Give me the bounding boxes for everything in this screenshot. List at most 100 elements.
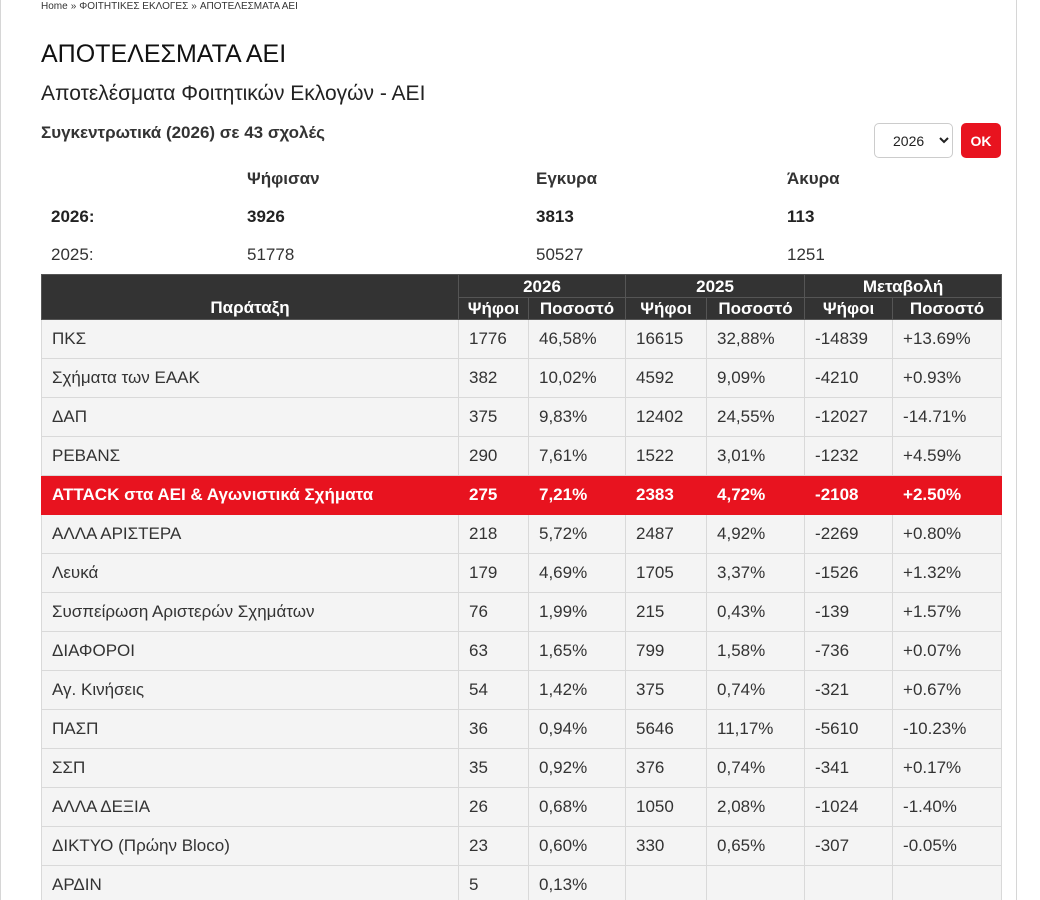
- votes-2026: 26: [458, 787, 529, 827]
- summary-header-empty: [41, 160, 237, 198]
- summary-valid: 50527: [536, 245, 584, 264]
- table-row: ΔΑΠ 375 9,83% 12402 24,55% -12027 -14.71…: [41, 397, 1003, 437]
- votes-2026: 36: [458, 709, 529, 749]
- percent-2025: 1,58%: [706, 631, 806, 671]
- votes-2026: 76: [458, 592, 529, 632]
- party-name: ΔΙΚΤΥΟ (Πρώην Bloco): [41, 826, 459, 866]
- ok-button[interactable]: OK: [961, 123, 1001, 158]
- summary-header-row: Ψήφισαν Εγκυρα Άκυρα: [41, 160, 1001, 198]
- summary-header-voted: Ψήφισαν: [247, 169, 320, 188]
- table-row: ΑΛΛΑ ΑΡΙΣΤΕΡΑ 218 5,72% 2487 4,92% -2269…: [41, 514, 1003, 554]
- party-name: Σχήματα των ΕΑΑΚ: [41, 358, 459, 398]
- votes-change: -1232: [804, 436, 894, 476]
- votes-2025: [625, 865, 708, 900]
- breadcrumb-separator: »: [191, 1, 197, 12]
- summary-row-2025: 2025: 51778 50527 1251: [41, 236, 1001, 274]
- percent-change: -0.05%: [892, 826, 1003, 866]
- table-row: ΡΕΒΑΝΣ 290 7,61% 1522 3,01% -1232 +4.59%: [41, 436, 1003, 476]
- breadcrumb-home-link[interactable]: Home: [41, 1, 68, 12]
- breadcrumb-section-link[interactable]: ΦΟΙΤΗΤΙΚΕΣ ΕΚΛΟΓΕΣ: [79, 1, 189, 12]
- percent-change: +0.93%: [892, 358, 1003, 398]
- votes-2026: 1776: [458, 319, 529, 359]
- votes-change: -2269: [804, 514, 894, 554]
- summary-row-label: 2026:: [51, 207, 95, 226]
- votes-2025: 16615: [625, 319, 708, 359]
- percent-2026: 10,02%: [527, 358, 627, 398]
- percent-2025: 0,43%: [706, 592, 806, 632]
- header-year-current: 2026: [457, 274, 627, 298]
- percent-2025: 2,08%: [706, 787, 806, 827]
- votes-change: -321: [804, 670, 894, 710]
- results-header-row: Παράταξη 2026 2025 Μεταβολή: [41, 274, 1003, 320]
- table-row: Συσπείρωση Αριστερών Σχημάτων 76 1,99% 2…: [41, 592, 1003, 632]
- summary-voted: 3926: [247, 207, 285, 226]
- percent-2026: 0,13%: [527, 865, 627, 900]
- votes-2026: 23: [458, 826, 529, 866]
- votes-2025: 2487: [625, 514, 708, 554]
- party-name: ΠΚΣ: [41, 319, 459, 359]
- table-row: Αγ. Κινήσεις 54 1,42% 375 0,74% -321 +0.…: [41, 670, 1003, 710]
- page-right-border: [1016, 0, 1017, 900]
- party-name: ΑΛΛΑ ΔΕΞΙΑ: [41, 787, 459, 827]
- table-row: Σχήματα των ΕΑΑΚ 382 10,02% 4592 9,09% -…: [41, 358, 1003, 398]
- votes-change: -341: [804, 748, 894, 788]
- votes-2026: 54: [458, 670, 529, 710]
- breadcrumb: Home» ΦΟΙΤΗΤΙΚΕΣ ΕΚΛΟΓΕΣ» ΑΠΟΤΕΛΕΣΜΑΤΑ ΑΕΙ: [41, 1, 298, 12]
- table-row: ΠΚΣ 1776 46,58% 16615 32,88% -14839 +13.…: [41, 319, 1003, 359]
- party-name: Συσπείρωση Αριστερών Σχημάτων: [41, 592, 459, 632]
- summary-row-2026: 2026: 3926 3813 113: [41, 198, 1001, 236]
- votes-2025: 375: [625, 670, 708, 710]
- votes-2025: 376: [625, 748, 708, 788]
- table-row: ΔΙΑΦΟΡΟΙ 63 1,65% 799 1,58% -736 +0.07%: [41, 631, 1003, 671]
- percent-change: +2.50%: [892, 475, 1003, 515]
- summary-invalid: 113: [787, 207, 815, 226]
- party-name: ΑΛΛΑ ΑΡΙΣΤΕΡΑ: [41, 514, 459, 554]
- votes-2026: 5: [458, 865, 529, 900]
- percent-2025: 0,74%: [706, 670, 806, 710]
- header-year-previous: 2025: [625, 274, 806, 298]
- percent-change: [892, 865, 1003, 900]
- header-votes: Ψήφοι: [625, 297, 708, 320]
- header-party: Παράταξη: [41, 274, 459, 320]
- percent-change: +1.32%: [892, 553, 1003, 593]
- votes-2025: 215: [625, 592, 708, 632]
- breadcrumb-separator: »: [70, 1, 77, 12]
- party-name: ΔΑΠ: [41, 397, 459, 437]
- percent-change: +0.07%: [892, 631, 1003, 671]
- percent-change: -14.71%: [892, 397, 1003, 437]
- votes-2026: 63: [458, 631, 529, 671]
- votes-2025: 1050: [625, 787, 708, 827]
- percent-2025: 24,55%: [706, 397, 806, 437]
- year-select[interactable]: 2026: [874, 123, 953, 158]
- votes-2026: 179: [458, 553, 529, 593]
- percent-change: +0.17%: [892, 748, 1003, 788]
- percent-change: +13.69%: [892, 319, 1003, 359]
- summary-header-valid: Εγκυρα: [536, 169, 598, 188]
- header-percent: Ποσοστό: [892, 297, 1003, 320]
- table-row: ΔΙΚΤΥΟ (Πρώην Bloco) 23 0,60% 330 0,65% …: [41, 826, 1003, 866]
- summary-invalid: 1251: [787, 245, 825, 264]
- summary-header-invalid: Άκυρα: [787, 169, 840, 188]
- party-name: ΣΣΠ: [41, 748, 459, 788]
- votes-change: -1526: [804, 553, 894, 593]
- votes-2026: 218: [458, 514, 529, 554]
- table-row: ΑΛΛΑ ΔΕΞΙΑ 26 0,68% 1050 2,08% -1024 -1.…: [41, 787, 1003, 827]
- page-left-border: [0, 0, 1, 900]
- percent-2026: 1,65%: [527, 631, 627, 671]
- percent-2025: [706, 865, 806, 900]
- percent-2026: 7,61%: [527, 436, 627, 476]
- votes-change: -4210: [804, 358, 894, 398]
- party-name: Λευκά: [41, 553, 459, 593]
- results-table: Παράταξη 2026 2025 Μεταβολή Ψήφοι Ποσοστ…: [41, 274, 1003, 900]
- percent-2026: 9,83%: [527, 397, 627, 437]
- party-name: ATTACK στα ΑΕΙ & Αγωνιστικά Σχήματα: [41, 475, 459, 515]
- header-votes: Ψήφοι: [804, 297, 894, 320]
- percent-2025: 0,65%: [706, 826, 806, 866]
- percent-2026: 5,72%: [527, 514, 627, 554]
- votes-2026: 382: [458, 358, 529, 398]
- percent-2026: 4,69%: [527, 553, 627, 593]
- percent-2025: 9,09%: [706, 358, 806, 398]
- header-percent: Ποσοστό: [706, 297, 806, 320]
- votes-change: -14839: [804, 319, 894, 359]
- percent-change: +4.59%: [892, 436, 1003, 476]
